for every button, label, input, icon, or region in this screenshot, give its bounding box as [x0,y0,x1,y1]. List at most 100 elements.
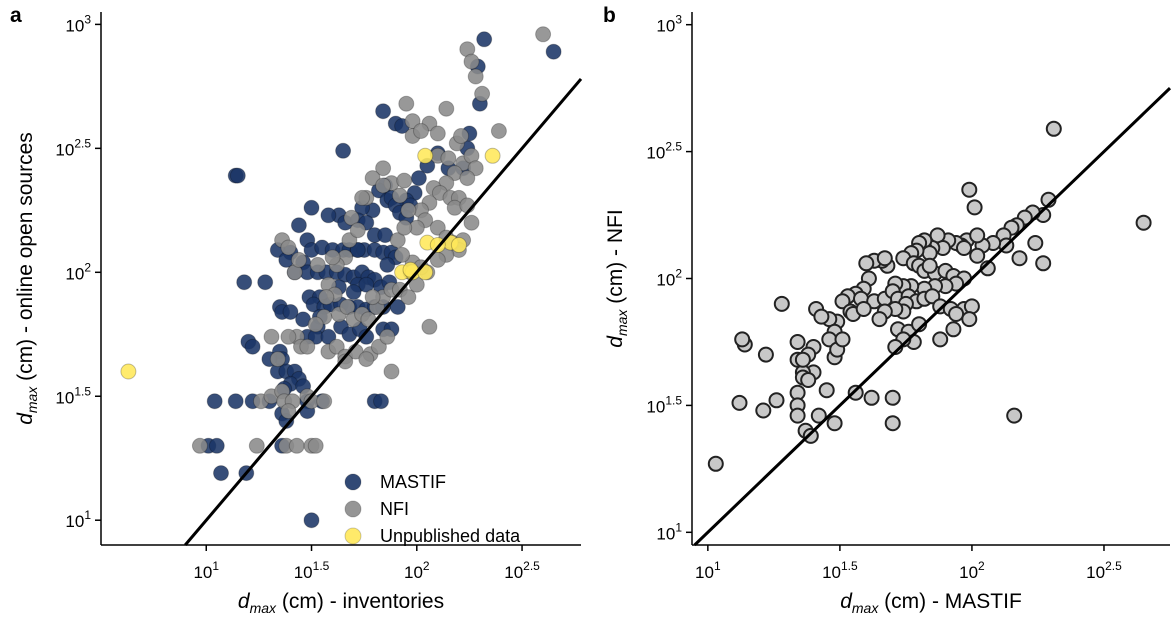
panel-a-point-mastif-2 [476,31,493,48]
panel-b-point-series-125 [876,250,893,267]
panel-a-point-nfi-115 [349,222,366,239]
panel-b-point-series-117 [884,389,901,406]
panel-a-point-mastif-123 [213,465,229,482]
panel-a-point-nfi-92 [290,251,307,268]
panel-b-point-series-118 [884,415,901,432]
panel-b-point-series-101 [773,295,790,312]
panel-b-x-axis-label: dmax (cm) - MASTIF [840,590,1022,616]
panel-a-point-nfi-103 [316,393,333,410]
panel-a-point-nfi-114 [396,172,413,189]
panel-a-point-nfi-45 [389,232,406,249]
panel-b-point-series-114 [802,427,819,444]
panel-a-y-tick-label-2: 102 [65,260,91,283]
panel-b-y-tick-label-4: 103 [656,13,682,36]
panel-b-point-series-124 [961,311,978,328]
panel-a-point-unpublished-data-1 [417,147,434,164]
panel-a-point-nfi-51 [364,170,381,187]
panel-b-point-series-123 [945,321,962,338]
panel-a-x-tick-label-3: 102.5 [504,559,540,582]
panel-a-y-tick-label-0: 101 [65,508,91,531]
panel-a-point-nfi-110 [383,363,400,380]
panel-b-y-tick-label-1: 101.5 [646,393,682,416]
panel-a-point-nfi-105 [248,437,265,454]
panel-a-point-nfi-34 [429,219,446,236]
panel-a-point-nfi-6 [398,95,415,112]
panel-a-one-to-one-line [184,77,583,546]
panel-a-point-nfi-5 [490,123,507,139]
panel-a-x-tick-label-0: 101 [193,559,219,582]
panel-a-point-mastif-121 [208,437,225,454]
panel-b-point-series-0 [1045,120,1062,137]
panel-a-point-mastif-100 [244,338,261,355]
panel-a-point-nfi-77 [280,328,297,345]
panel-b-point-series-55 [834,293,851,310]
panel-b-point-series-128 [921,257,938,274]
panel-a-point-nfi-48 [391,187,408,204]
panel-b-point-series-50 [858,255,875,272]
panel-a-point-nfi-55 [341,232,358,249]
panel-b-point-series-111 [755,402,772,419]
panel-a-ticks: 101 101.5 102 102.5 101 101.5 102 102.5 103 [55,12,540,582]
panel-b-point-series-96 [847,384,864,401]
panel-a-point-nfi-50 [375,160,392,177]
panel-a-point-nfi-72 [400,289,417,306]
panel-letter-b: b [603,4,616,27]
panel-a-point-nfi-7 [438,100,455,117]
panel-b-point-series-11 [1011,250,1028,267]
panel-b-point-series-102 [789,334,806,350]
panel-a-point-mastif-125 [303,512,320,529]
panel-a-point-mastif-70 [236,274,253,291]
panel-a-point-nfi-4 [474,85,491,102]
panel-letter-a: a [10,4,22,27]
panel-a-point-mastif-49 [379,256,396,273]
panel-a-point-nfi-100 [280,403,297,420]
panel-b-point-series-116 [826,415,843,432]
panel-b-point-series-69 [948,306,965,322]
legend-swatch-unpublished-data [344,527,362,545]
panel-a-point-nfi-29 [463,214,480,231]
panel-a-point-nfi-64 [339,299,356,315]
legend-swatch-mastif [344,473,362,491]
panel-a-point-nfi-0 [535,26,552,43]
panel-a-point-nfi-52 [375,177,392,194]
panel-a-point-unpublished-data-2 [484,147,501,164]
panel-a-point-nfi-3 [467,68,484,85]
panel-a-point-nfi-19 [467,160,484,177]
legend-swatch-nfi [344,500,362,518]
panel-b-point-series-126 [956,240,972,256]
panel-a-point-nfi-44 [394,246,411,263]
panel-a-point-nfi-83 [328,338,345,355]
panel-a-y-tick-label-4: 103 [65,12,91,35]
panel-b-point-series-119 [1006,407,1023,424]
panel-b-point-series-68 [963,298,980,315]
panel-a-point-nfi-54 [343,209,360,226]
panel-a-point-nfi-21 [459,170,476,187]
panel-b-point-series-17 [961,181,978,198]
panel-a-point-mastif-16 [410,170,427,187]
panel-a-point-nfi-109 [307,437,324,454]
panel-b-points [707,120,1152,472]
panel-b-point-series-110 [731,394,748,411]
panel-a-point-nfi-87 [370,338,387,355]
panel-a-point-nfi-107 [288,437,305,454]
panel-b-point-series-105 [734,331,751,348]
panel-b-x-tick-label-1: 101.5 [822,559,858,582]
panel-a-legend: MASTIF NFI Unpublished data [344,472,521,546]
panel-a-point-nfi-73 [364,289,381,306]
panel-a-point-nfi-111 [421,318,438,335]
panel-a-point-mastif-6 [335,142,352,159]
panel-a-point-nfi-62 [318,289,335,306]
panel-a-point-nfi-12 [453,128,469,144]
panel-a-point-nfi-75 [307,316,324,333]
panel-a-point-nfi-104 [191,437,208,454]
panel-a-point-nfi-47 [400,202,417,219]
panel-a-point-nfi-94 [280,239,297,256]
panel-a-point-mastif-127 [373,393,389,410]
panel-b-point-series-99 [834,331,851,348]
panel-b-ticks: 101 101.5 102 102.5 101 101.5 102 102.5 103 [646,13,1122,582]
panel-b-point-series-120 [707,455,724,472]
panel-a-point-mastif-83 [389,299,406,315]
panel-a-point-nfi-116 [354,189,371,206]
panel-a-point-mastif-129 [320,207,337,224]
panel-a-point-mastif-128 [349,242,366,258]
